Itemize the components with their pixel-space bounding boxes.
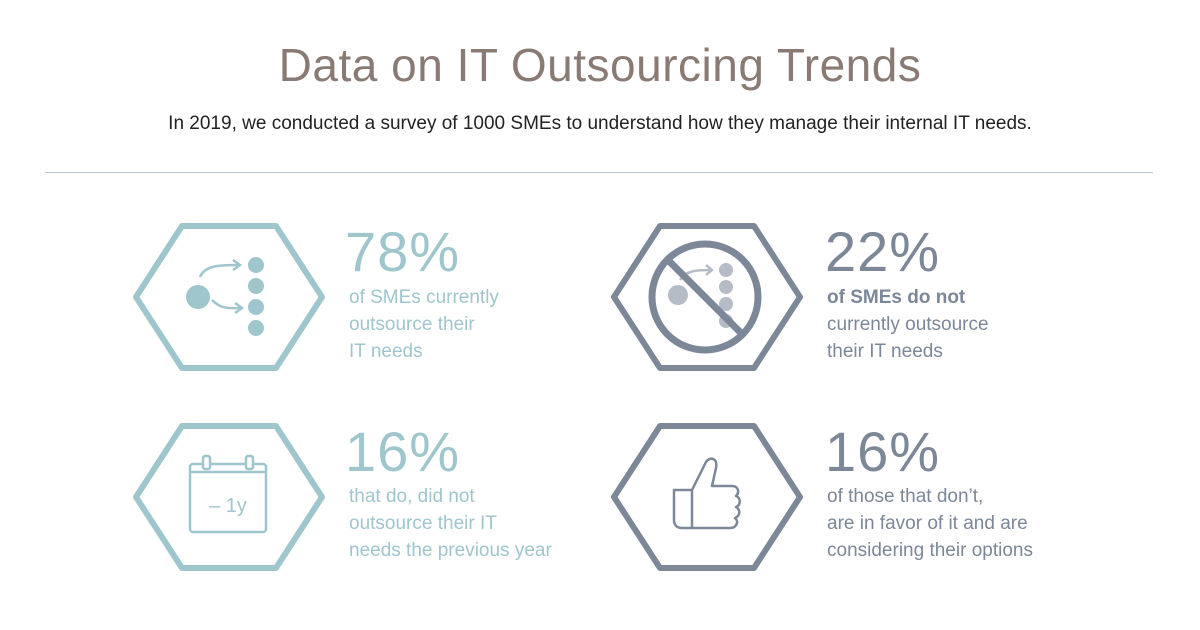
stat-value: 16% — [825, 420, 941, 483]
stat-value: 78% — [345, 220, 461, 283]
stat-value: 22% — [825, 220, 941, 283]
thumbs-up-icon — [611, 423, 803, 571]
calendar-icon: – 1y — [133, 423, 325, 571]
divider — [45, 172, 1153, 173]
page-subtitle: In 2019, we conducted a survey of 1000 S… — [168, 113, 1032, 134]
page-title: Data on IT Outsourcing Trends — [278, 39, 922, 91]
calendar-label: – 1y — [209, 495, 247, 517]
no-outsourcing-icon — [611, 223, 803, 371]
stat-description: that do, did not outsource their IT need… — [349, 486, 552, 561]
stat-description: of SMEs currently outsource their IT nee… — [349, 287, 499, 362]
stat-value: 16% — [345, 420, 461, 483]
outsourcing-flow-icon — [133, 223, 325, 371]
stat-description: of SMEs do not currently outsource their… — [827, 287, 989, 362]
stat-description: of those that don’t, are in favor of it … — [827, 486, 1033, 561]
